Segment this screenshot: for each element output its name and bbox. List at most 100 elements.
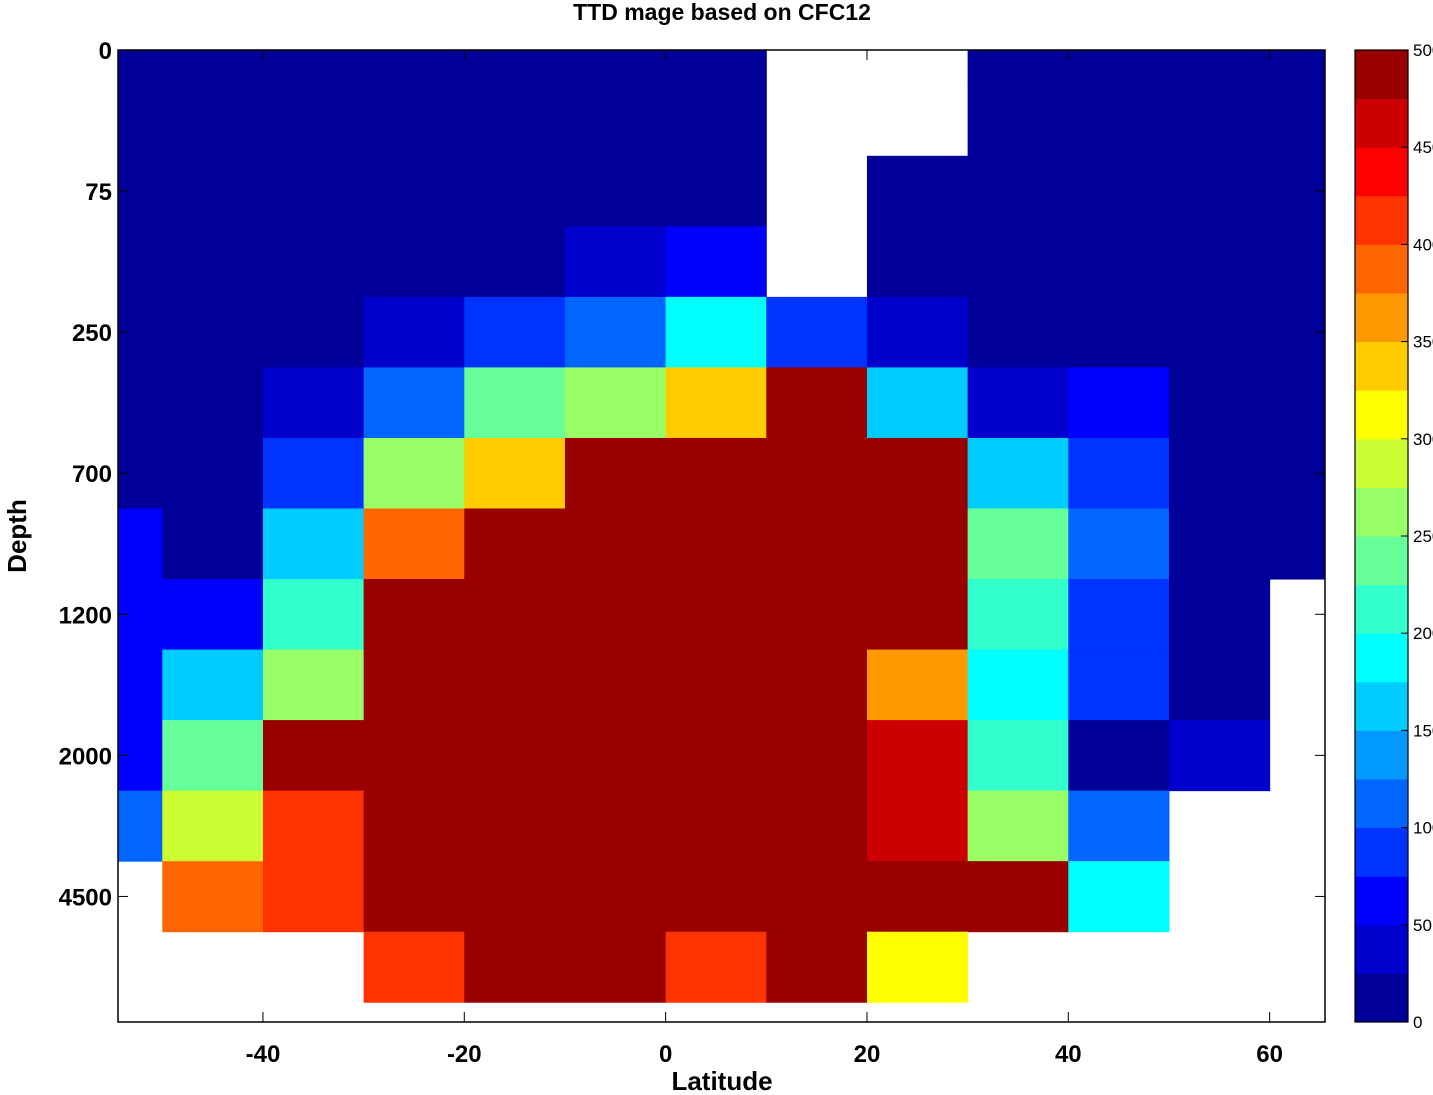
contour-cell	[1168, 720, 1271, 792]
contour-cell	[118, 50, 163, 86]
contour-cell	[1269, 508, 1325, 580]
contour-cell	[564, 720, 667, 792]
contour-cell	[866, 790, 969, 862]
y-tick-label: 4500	[59, 884, 112, 911]
contour-cell	[363, 579, 465, 651]
contour-cell	[1269, 367, 1325, 439]
colorbar-tick-label: 300	[1413, 430, 1433, 449]
contour-cell	[967, 85, 1069, 157]
colorbar-swatch	[1355, 487, 1408, 537]
contour-cell	[363, 226, 465, 298]
contour-cell	[564, 649, 667, 721]
contour-cell	[1068, 720, 1170, 792]
contour-cell	[1168, 508, 1271, 580]
contour-cell	[162, 790, 264, 862]
contour-cell	[967, 226, 1069, 298]
y-tick-label: 700	[72, 461, 112, 488]
contour-cell	[262, 790, 365, 862]
contour-cell	[564, 155, 667, 227]
contour-cell	[464, 861, 566, 933]
plot-frame	[117, 49, 1326, 1023]
contour-cell	[766, 579, 868, 651]
contour-cell	[464, 931, 566, 1003]
contour-cell	[1168, 579, 1271, 651]
contour-cell	[162, 50, 264, 86]
colorbar-swatch	[1355, 536, 1408, 586]
contour-cell	[766, 508, 868, 580]
contour-cell	[118, 790, 163, 862]
contour-field	[118, 50, 1325, 1003]
contour-cell	[564, 931, 667, 1003]
contour-cell	[262, 50, 365, 86]
contour-cell	[1168, 296, 1271, 368]
colorbar-swatch	[1355, 98, 1408, 148]
contour-cell	[967, 720, 1069, 792]
contour-cell	[665, 226, 767, 298]
chart-title: TTD mage based on CFC12	[573, 0, 871, 25]
contour-cell	[262, 649, 365, 721]
contour-cell	[262, 85, 365, 157]
contour-cell	[262, 155, 365, 227]
colorbar-swatch	[1355, 293, 1408, 343]
contour-cell	[1068, 861, 1170, 933]
contour-cell	[665, 50, 767, 86]
contour-cell	[162, 437, 264, 509]
contour-cell	[262, 367, 365, 439]
contour-cell	[363, 649, 465, 721]
contour-cell	[262, 296, 365, 368]
colorbar-swatch	[1355, 390, 1408, 440]
x-tick-label: 20	[854, 1041, 881, 1068]
contour-cell	[766, 861, 868, 933]
colorbar-tick-label: 400	[1413, 235, 1433, 254]
contour-cell	[262, 720, 365, 792]
x-tick-label: -20	[447, 1041, 482, 1068]
x-tick-label: -40	[246, 1041, 281, 1068]
contour-cell	[1068, 579, 1170, 651]
contour-cell	[665, 85, 767, 157]
colorbar-swatch	[1355, 827, 1408, 877]
colorbar-swatch	[1355, 584, 1408, 634]
colorbar-swatch	[1355, 730, 1408, 780]
contour-cell	[1068, 649, 1170, 721]
x-tick-label: 60	[1256, 1041, 1283, 1068]
contour-cell	[1068, 296, 1170, 368]
contour-cell	[967, 579, 1069, 651]
contour-cell	[564, 50, 667, 86]
contour-cell	[262, 861, 365, 933]
contour-cell	[1068, 790, 1170, 862]
contour-cell	[363, 50, 465, 86]
contour-cell	[1068, 50, 1170, 86]
contour-cell	[464, 720, 566, 792]
colorbar-swatch	[1355, 681, 1408, 731]
contour-cell	[363, 790, 465, 862]
contour-cell	[866, 508, 969, 580]
contour-cell	[564, 437, 667, 509]
colorbar-tick-label: 50	[1413, 916, 1432, 935]
contour-cell	[118, 367, 163, 439]
contour-cell	[665, 720, 767, 792]
contour-cell	[967, 861, 1069, 933]
contour-cell	[162, 649, 264, 721]
contour-cell	[665, 367, 767, 439]
colorbar-swatch	[1355, 195, 1408, 245]
contour-cell	[1168, 50, 1271, 86]
contour-cell	[118, 155, 163, 227]
colorbar-swatch	[1355, 341, 1408, 391]
contour-cell	[1068, 437, 1170, 509]
y-tick-label: 75	[85, 179, 112, 206]
contour-cell	[564, 790, 667, 862]
contour-cell	[866, 226, 969, 298]
colorbar-swatch	[1355, 50, 1408, 100]
contour-cell	[1168, 155, 1271, 227]
contour-cell	[118, 226, 163, 298]
contour-cell	[464, 296, 566, 368]
contour-cell	[564, 861, 667, 933]
contour-cell	[1269, 85, 1325, 157]
contour-cell	[766, 437, 868, 509]
contour-cell	[967, 155, 1069, 227]
contour-cell	[665, 579, 767, 651]
contour-cell	[866, 649, 969, 721]
contour-cell	[665, 155, 767, 227]
x-axis-label: Latitude	[671, 1066, 772, 1095]
contour-cell	[564, 579, 667, 651]
